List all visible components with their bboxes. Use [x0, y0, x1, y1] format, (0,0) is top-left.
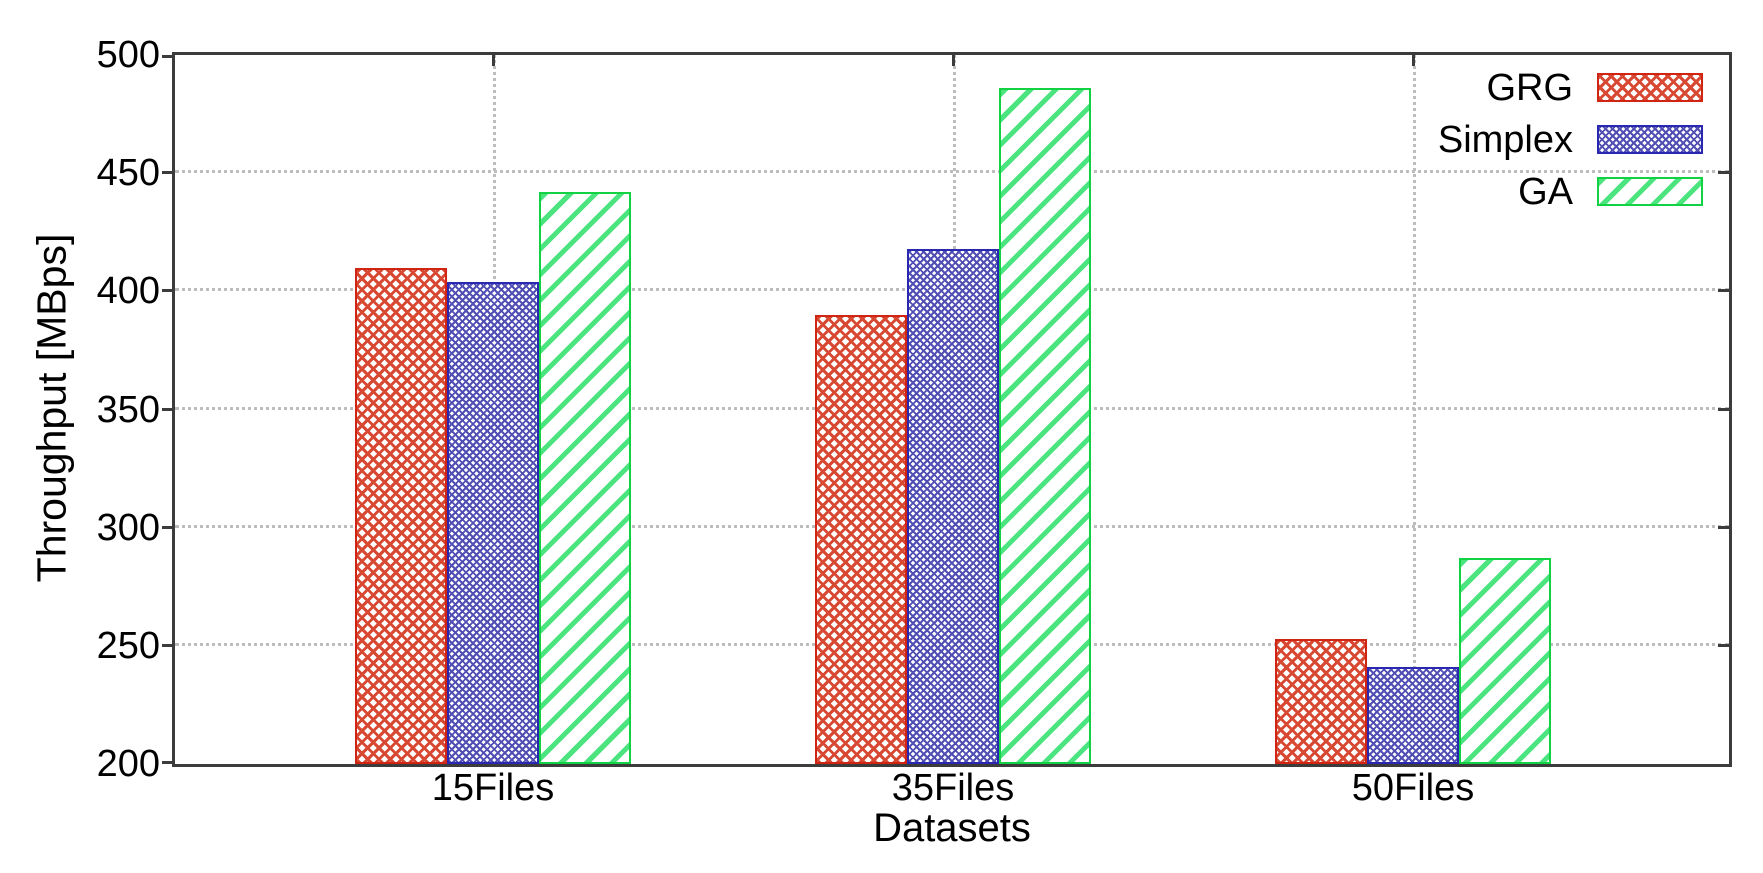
- y-tick-left-450: [162, 171, 172, 175]
- x-tick-top-15Files: [492, 55, 495, 66]
- plot-area: [162, 52, 1732, 767]
- legend-row-GA: GA: [1438, 173, 1703, 211]
- y-tick-left-200: [162, 761, 172, 764]
- x-tick-top-50Files: [1412, 55, 1415, 66]
- y-gridline-450: [175, 170, 1729, 174]
- x-tick-top-35Files: [952, 55, 955, 66]
- legend: GRG Simplex GA: [1438, 69, 1703, 211]
- bar-GA-15Files: [539, 192, 631, 764]
- y-tick-label-500: 500: [96, 34, 160, 76]
- x-gridline-50Files: [1413, 55, 1416, 764]
- y-tick-label-350: 350: [96, 388, 160, 431]
- y-tick-label-250: 250: [96, 624, 160, 667]
- y-tick-left-400: [162, 289, 172, 293]
- bar-GA-50Files: [1459, 558, 1551, 764]
- bar-GRG-35Files: [815, 314, 907, 764]
- bar-Simplex-50Files: [1367, 667, 1459, 764]
- legend-label-Simplex: Simplex: [1437, 118, 1573, 161]
- y-tick-left-300: [162, 525, 172, 529]
- x-tick-label-50Files: 50Files: [1351, 767, 1475, 809]
- legend-swatch-GA: [1597, 177, 1703, 206]
- y-tick-left-250: [162, 643, 172, 647]
- bar-Simplex-15Files: [447, 281, 539, 764]
- x-tick-label-15Files: 15Files: [431, 767, 555, 809]
- x-axis-label: Datasets: [873, 806, 1031, 850]
- bar-GRG-50Files: [1275, 638, 1367, 764]
- y-tick-label-200: 200: [96, 743, 160, 785]
- y-tick-label-300: 300: [96, 506, 160, 549]
- y-tick-right-250: [1718, 643, 1729, 647]
- y-axis-label: Throughput [MBps]: [28, 233, 75, 583]
- y-tick-label-400: 400: [96, 270, 160, 313]
- y-tick-right-300: [1718, 525, 1729, 529]
- legend-label-GRG: GRG: [1486, 66, 1573, 109]
- y-tick-right-400: [1718, 289, 1729, 293]
- y-tick-right-350: [1718, 407, 1729, 411]
- bar-Simplex-35Files: [907, 248, 999, 764]
- legend-swatch-Simplex: [1597, 125, 1703, 154]
- y-tick-left-500: [162, 55, 172, 58]
- legend-label-GA: GA: [1518, 170, 1573, 213]
- legend-row-GRG: GRG: [1438, 69, 1703, 107]
- bar-GA-35Files: [999, 88, 1091, 764]
- y-tick-left-350: [162, 407, 172, 411]
- bar-GRG-15Files: [355, 267, 447, 764]
- legend-swatch-GRG: [1597, 73, 1703, 102]
- x-tick-label-35Files: 35Files: [891, 767, 1015, 809]
- legend-row-Simplex: Simplex: [1438, 121, 1703, 159]
- y-tick-right-450: [1718, 171, 1729, 175]
- y-tick-label-450: 450: [96, 152, 160, 195]
